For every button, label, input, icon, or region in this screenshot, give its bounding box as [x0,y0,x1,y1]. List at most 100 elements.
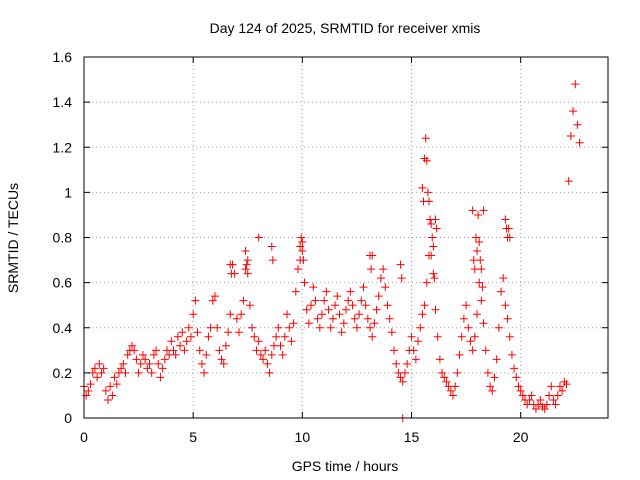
data-point [396,373,405,382]
data-point [296,242,305,251]
data-point [121,368,130,377]
data-point [191,296,200,305]
data-point [370,319,379,328]
data-point [283,310,292,319]
data-point [512,373,521,382]
data-point [237,310,246,319]
data-point [274,323,283,332]
data-point [534,400,543,409]
y-tick-label: 0.4 [53,320,73,336]
data-point [311,296,320,305]
data-point [429,242,438,251]
data-point [82,391,91,400]
data-point [134,368,143,377]
data-point [471,233,480,242]
data-point [468,206,477,215]
data-point [268,256,277,265]
data-point [476,256,485,265]
data-point [361,301,370,310]
data-point [475,238,484,247]
data-point [88,368,97,377]
data-point [241,265,250,274]
data-point [344,296,353,305]
data-point [442,377,451,386]
data-point [499,274,508,283]
data-point [307,301,316,310]
data-point [315,323,324,332]
data-point [420,301,429,310]
data-point [313,314,322,323]
data-point [252,346,261,355]
data-point [573,120,582,129]
data-point [518,391,527,400]
data-point [538,402,547,411]
data-point [503,314,512,323]
data-point [90,364,99,373]
data-point [84,386,93,395]
data-point [248,323,257,332]
data-point [299,256,308,265]
data-point [342,305,350,314]
data-point [119,359,128,368]
data-point [276,341,285,350]
data-point [95,359,104,368]
data-points [80,80,584,422]
data-point [428,233,437,242]
data-point [571,80,580,89]
data-point [363,314,372,323]
data-point [564,177,573,186]
x-tick-label: 20 [513,429,529,445]
data-point [421,134,430,143]
data-point [483,368,492,377]
y-tick-label: 0.8 [53,230,73,246]
data-point [184,323,193,332]
data-point [86,380,95,389]
data-point [555,382,564,391]
data-point [176,341,185,350]
data-point [110,373,119,382]
data-point [423,188,432,197]
data-point [297,233,306,242]
data-point [132,355,141,364]
data-point [560,377,569,386]
data-point [470,332,479,341]
data-point [381,283,390,292]
data-point [468,346,477,355]
data-point [254,337,263,346]
data-point [320,296,329,305]
data-point [267,242,276,251]
data-point [180,346,189,355]
data-point [333,292,342,301]
data-point [416,323,425,332]
data-point [265,368,274,377]
data-point [477,296,486,305]
data-point [418,183,427,192]
data-point [398,377,407,386]
data-point [104,395,113,404]
data-point [143,364,152,373]
data-point [287,337,296,346]
data-point [510,364,519,373]
data-point [117,364,126,373]
data-point [324,305,333,314]
data-point [160,355,169,364]
x-axis-label: GPS time / hours [292,458,399,474]
data-point [235,328,244,337]
data-point [226,310,235,319]
data-point [352,323,361,332]
y-tick-label: 1.4 [53,94,73,110]
x-tick-label: 10 [295,429,311,445]
data-point [242,260,251,269]
data-point [387,328,396,337]
data-point [241,247,250,256]
data-point [418,310,427,319]
data-point [427,219,436,228]
data-point [451,382,460,391]
data-point [376,274,385,283]
y-tick-label: 0.6 [53,275,73,291]
data-point [479,206,488,215]
data-point [540,404,549,413]
data-point [259,355,268,364]
data-point [278,350,287,359]
data-point [474,210,483,219]
